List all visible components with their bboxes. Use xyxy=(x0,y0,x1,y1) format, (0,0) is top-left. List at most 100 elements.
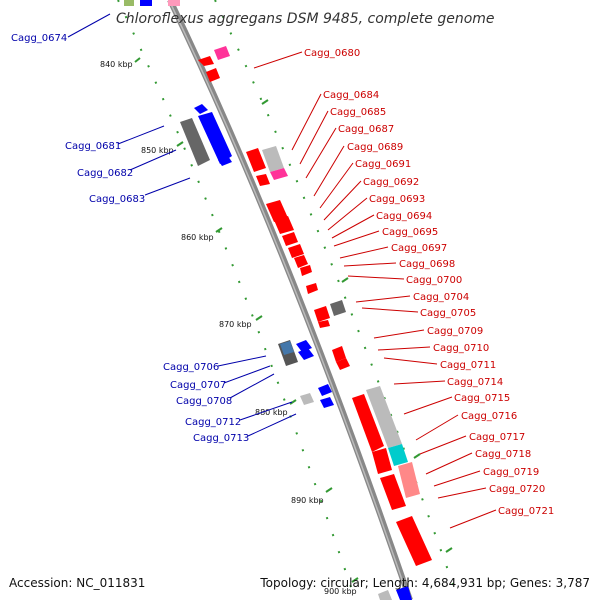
gene-label[interactable]: Cagg_0719 xyxy=(483,467,539,478)
connector-line xyxy=(67,13,111,38)
gene-arrow[interactable] xyxy=(206,68,220,82)
connector-line xyxy=(313,145,345,197)
tick-label: 890 kbp xyxy=(291,496,324,505)
gene-label[interactable]: Cagg_0710 xyxy=(433,343,489,354)
gene-arrow[interactable] xyxy=(372,448,392,474)
backbone xyxy=(167,0,413,600)
connector-line xyxy=(343,262,397,267)
genes-top-partial xyxy=(124,0,180,6)
gene-label[interactable]: Cagg_0705 xyxy=(420,308,476,319)
connector-line xyxy=(229,373,275,399)
connector-line xyxy=(239,401,293,421)
gene-block[interactable] xyxy=(214,46,230,60)
connector-line xyxy=(415,414,459,441)
connector-line xyxy=(117,125,165,145)
gene-label[interactable]: Cagg_0720 xyxy=(489,484,545,495)
gene-label[interactable]: Cagg_0700 xyxy=(406,275,462,286)
gene-label[interactable]: Cagg_0708 xyxy=(176,396,232,407)
gene-block[interactable] xyxy=(270,168,288,180)
tick-mark-outer-2 xyxy=(341,277,349,283)
gene-arrow[interactable] xyxy=(332,346,346,362)
gene-label[interactable]: Cagg_0681 xyxy=(65,141,121,152)
connector-line xyxy=(129,149,177,171)
gene-label[interactable]: Cagg_0717 xyxy=(469,432,525,443)
gene-arrow[interactable] xyxy=(198,56,214,66)
gene-label[interactable]: Cagg_0674 xyxy=(11,33,67,44)
gene-arrow[interactable] xyxy=(282,232,298,246)
gene-label[interactable]: Cagg_0698 xyxy=(399,259,455,270)
tick-label: 860 kbp xyxy=(181,233,214,242)
gene-block[interactable] xyxy=(246,148,266,172)
gene-label[interactable]: Cagg_0721 xyxy=(498,506,554,517)
gene-block[interactable] xyxy=(140,0,152,6)
gene-block-large[interactable] xyxy=(366,386,402,448)
connector-line xyxy=(299,110,329,165)
gene-arrow[interactable] xyxy=(306,283,318,294)
gene-label[interactable]: Cagg_0695 xyxy=(382,227,438,238)
tick-mark-900 xyxy=(351,577,359,583)
gene-arrow[interactable] xyxy=(294,255,308,268)
connector-line xyxy=(347,275,405,280)
gene-block[interactable] xyxy=(398,462,420,498)
gene-label[interactable]: Cagg_0684 xyxy=(323,90,379,101)
connector-line xyxy=(217,355,267,367)
gene-block[interactable] xyxy=(388,444,408,466)
gene-block[interactable] xyxy=(266,200,288,222)
gene-block-large[interactable] xyxy=(180,118,210,166)
gene-arrow-large[interactable] xyxy=(198,112,232,164)
gene-label[interactable]: Cagg_0683 xyxy=(89,194,145,205)
gene-label[interactable]: Cagg_0709 xyxy=(427,326,483,337)
gene-label[interactable]: Cagg_0707 xyxy=(170,380,226,391)
gene-label[interactable]: Cagg_0689 xyxy=(347,142,403,153)
gene-arrow[interactable] xyxy=(194,104,208,114)
gene-arrow[interactable] xyxy=(318,384,332,396)
gene-arrow[interactable] xyxy=(256,174,270,186)
gene-block[interactable] xyxy=(124,0,134,6)
gene-label[interactable]: Cagg_0711 xyxy=(440,360,496,371)
gene-arrow[interactable] xyxy=(288,244,304,258)
gene-arrow[interactable] xyxy=(320,397,334,408)
tick-label: 840 kbp xyxy=(100,60,133,69)
tick-label: 870 kbp xyxy=(219,320,252,329)
connector-line xyxy=(403,396,453,415)
gene-arrow[interactable] xyxy=(218,156,232,166)
tick-mark-890 xyxy=(325,487,333,493)
gene-arrow[interactable] xyxy=(336,358,350,370)
gene-block[interactable] xyxy=(378,590,392,600)
gene-label[interactable]: Cagg_0712 xyxy=(185,417,241,428)
gene-label[interactable]: Cagg_0691 xyxy=(355,159,411,170)
gene-arrow[interactable] xyxy=(298,348,314,360)
gene-arrow[interactable] xyxy=(318,320,330,328)
gene-label[interactable]: Cagg_0704 xyxy=(413,292,469,303)
gene-block[interactable] xyxy=(168,0,180,6)
gene-label[interactable]: Cagg_0685 xyxy=(330,107,386,118)
gene-label[interactable]: Cagg_0693 xyxy=(369,194,425,205)
gene-block[interactable] xyxy=(300,393,314,405)
gene-label[interactable]: Cagg_0697 xyxy=(391,243,447,254)
gene-block[interactable] xyxy=(262,146,284,172)
connector-line xyxy=(333,230,380,247)
gene-arrow[interactable] xyxy=(300,265,312,276)
map-title: Chloroflexus aggregans DSM 9485, complet… xyxy=(116,11,495,27)
gene-block[interactable] xyxy=(330,300,346,316)
gene-label[interactable]: Cagg_0716 xyxy=(461,411,517,422)
gene-arrow-large[interactable] xyxy=(396,516,432,566)
gene-label[interactable]: Cagg_0718 xyxy=(475,449,531,460)
gene-label[interactable]: Cagg_0694 xyxy=(376,211,432,222)
gene-label[interactable]: Cagg_0715 xyxy=(454,393,510,404)
gene-block[interactable] xyxy=(314,306,330,322)
gene-label[interactable]: Cagg_0713 xyxy=(193,433,249,444)
gene-arrow[interactable] xyxy=(274,216,294,234)
gene-block[interactable] xyxy=(396,586,412,600)
gene-label[interactable]: Cagg_0680 xyxy=(304,48,360,59)
gene-label[interactable]: Cagg_0687 xyxy=(338,124,394,135)
gene-label[interactable]: Cagg_0714 xyxy=(447,377,503,388)
gene-labels-right: Cagg_0680 Cagg_0684 Cagg_0685 Cagg_0687 … xyxy=(304,48,554,517)
gene-block[interactable] xyxy=(280,341,294,355)
gene-label[interactable]: Cagg_0706 xyxy=(163,362,219,373)
gene-block-large[interactable] xyxy=(380,474,406,510)
gene-label[interactable]: Cagg_0692 xyxy=(363,177,419,188)
gene-label[interactable]: Cagg_0682 xyxy=(77,168,133,179)
gene-block-large[interactable] xyxy=(352,394,384,452)
tick-mark-880 xyxy=(289,399,297,405)
